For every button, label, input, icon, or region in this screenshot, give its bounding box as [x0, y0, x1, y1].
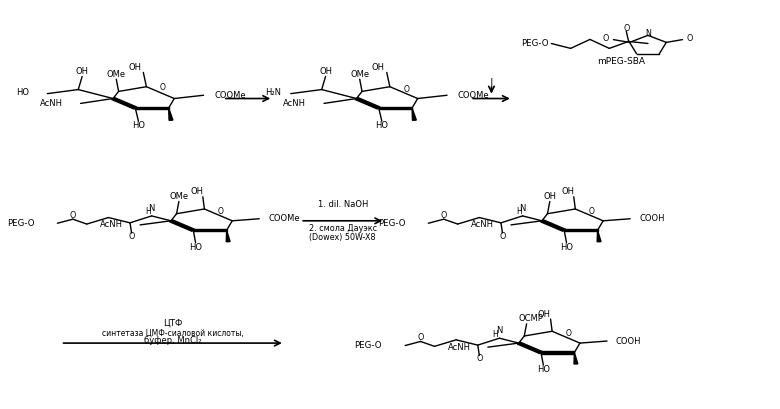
Text: OH: OH [538, 310, 551, 319]
Text: AcNH: AcNH [448, 343, 471, 352]
Text: O: O [218, 207, 224, 216]
Text: N: N [645, 29, 651, 38]
Text: COOMe: COOMe [269, 214, 300, 223]
Polygon shape [168, 108, 173, 120]
Text: H: H [493, 330, 498, 339]
Polygon shape [574, 353, 578, 364]
Text: OH: OH [561, 187, 574, 196]
Text: H₂N: H₂N [265, 88, 282, 97]
Text: N: N [148, 204, 155, 213]
Text: PEG-O: PEG-O [7, 219, 34, 228]
Text: O: O [589, 207, 594, 216]
Polygon shape [355, 98, 380, 109]
Text: 2. смола Дауэкс: 2. смола Дауэкс [309, 225, 377, 234]
Text: PEG-O: PEG-O [378, 219, 405, 228]
Text: OH: OH [129, 63, 141, 72]
Polygon shape [541, 351, 574, 354]
Polygon shape [597, 230, 601, 242]
Text: OH: OH [319, 67, 332, 76]
Polygon shape [541, 220, 566, 231]
Text: (Dowex) 50W-X8: (Dowex) 50W-X8 [310, 233, 376, 242]
Text: N: N [519, 204, 526, 213]
Text: COOMe: COOMe [214, 91, 246, 100]
Text: HO: HO [375, 121, 388, 130]
Polygon shape [226, 230, 230, 242]
Text: mPEG-SBA: mPEG-SBA [597, 57, 645, 66]
Polygon shape [169, 220, 195, 231]
Text: HO: HO [132, 121, 145, 130]
Text: HO: HO [189, 243, 202, 252]
Polygon shape [517, 342, 542, 353]
Polygon shape [193, 229, 227, 231]
Text: HO: HO [560, 243, 573, 252]
Text: AcNH: AcNH [471, 220, 494, 229]
Text: O: O [441, 211, 447, 220]
Text: O: O [499, 232, 505, 241]
Text: OMe: OMe [350, 70, 369, 79]
Text: PEG-O: PEG-O [522, 39, 549, 48]
Text: HO: HO [16, 88, 29, 97]
Text: H: H [145, 207, 151, 216]
Text: O: O [69, 211, 76, 220]
Text: OH: OH [544, 192, 556, 201]
Text: N: N [496, 326, 502, 335]
Text: COOMe: COOMe [458, 91, 489, 100]
Text: O: O [160, 83, 165, 92]
Text: AcNH: AcNH [100, 220, 123, 229]
Text: 1. dil. NaOH: 1. dil. NaOH [317, 200, 368, 209]
Text: O: O [686, 34, 693, 43]
Text: PEG-O: PEG-O [354, 341, 382, 350]
Polygon shape [112, 98, 136, 109]
Text: O: O [566, 329, 571, 338]
Text: O: O [417, 333, 424, 342]
Text: COOH: COOH [616, 337, 641, 346]
Text: O: O [476, 355, 483, 364]
Text: AcNH: AcNH [283, 99, 307, 108]
Text: OH: OH [76, 67, 89, 76]
Text: H: H [516, 207, 522, 216]
Text: O: O [623, 23, 629, 32]
Text: O: O [603, 34, 609, 43]
Polygon shape [135, 107, 168, 109]
Text: буфер, MnCl₂: буфер, MnCl₂ [144, 336, 201, 345]
Text: OH: OH [190, 187, 203, 196]
Text: COOH: COOH [639, 214, 665, 223]
Text: OH: OH [372, 63, 385, 72]
Text: |: | [490, 78, 493, 88]
Polygon shape [379, 107, 412, 109]
Text: O: O [403, 85, 409, 94]
Text: AcNH: AcNH [40, 99, 63, 108]
Text: ЦТФ: ЦТФ [163, 319, 183, 328]
Text: OMe: OMe [107, 70, 126, 79]
Text: O: O [129, 232, 135, 241]
Text: OCMP: OCMP [518, 315, 543, 324]
Text: OMe: OMe [169, 192, 189, 201]
Polygon shape [564, 229, 597, 231]
Text: HO: HO [537, 365, 550, 374]
Text: синтетаза ЦМФ-сиаловой кислоты,: синтетаза ЦМФ-сиаловой кислоты, [102, 328, 243, 337]
Polygon shape [412, 108, 417, 120]
